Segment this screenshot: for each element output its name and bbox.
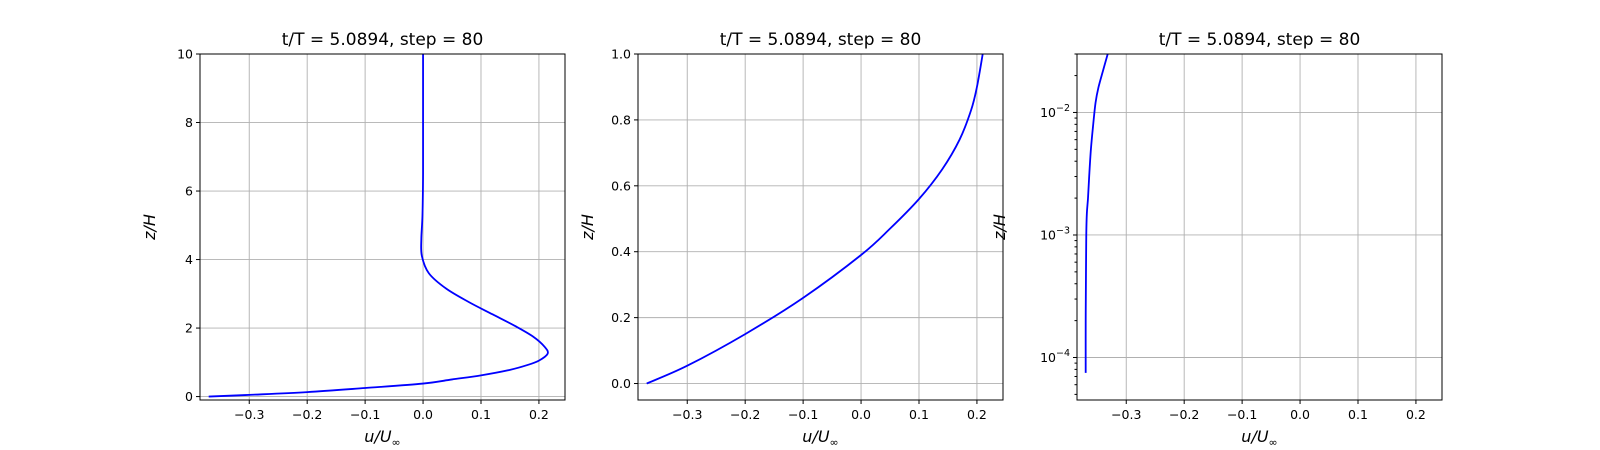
subplot-title: t/T = 5.0894, step = 80 <box>720 30 922 50</box>
axes-frame <box>199 53 566 401</box>
y-tick-label: 6 <box>185 184 193 199</box>
y-tick-label: 10−2 <box>1040 103 1070 120</box>
x-tick-label: 0.0 <box>413 407 433 422</box>
x-tick-label: 0.0 <box>851 407 871 422</box>
x-tick-label: −0.3 <box>234 407 264 422</box>
x-tick-label: −0.1 <box>350 407 380 422</box>
x-tick-label: 0.2 <box>529 407 549 422</box>
axes-frame <box>637 53 1004 401</box>
x-axis-label: u/U∞ <box>802 427 838 449</box>
x-tick-label: 0.1 <box>909 407 929 422</box>
y-tick-label: 0.2 <box>611 310 631 325</box>
y-tick-label: 0 <box>185 389 193 404</box>
y-tick-label: 0.0 <box>611 376 631 391</box>
x-tick-label: 0.2 <box>1406 407 1426 422</box>
subplot-title: t/T = 5.0894, step = 80 <box>282 30 484 50</box>
subplot-2: −0.3 −0.2 −0.1 0.0 0.1 0.2 0.0 0.2 0.4 0.6 0.8 1.0 t… <box>578 30 1004 449</box>
y-tick-label: 10 <box>177 47 193 62</box>
x-tick-label: −0.1 <box>1227 407 1257 422</box>
x-tick-label: −0.1 <box>788 407 818 422</box>
y-axis-label: z/H <box>578 214 597 241</box>
velocity-profile-line <box>1084 53 1109 373</box>
y-tick-label: 8 <box>185 115 193 130</box>
y-tick-label: 0.4 <box>611 244 631 259</box>
x-tick-label: −0.2 <box>730 407 760 422</box>
x-tick-label: −0.2 <box>292 407 322 422</box>
x-tick-label: 0.2 <box>967 407 987 422</box>
x-tick-label: −0.3 <box>672 407 702 422</box>
y-tick-label: 1.0 <box>611 47 631 62</box>
y-tick-label: 2 <box>185 321 193 336</box>
x-tick-label: −0.2 <box>1169 407 1199 422</box>
y-tick-label: 4 <box>185 252 193 267</box>
subplot-title: t/T = 5.0894, step = 80 <box>1159 30 1361 50</box>
axes-frame <box>1076 53 1443 401</box>
x-tick-label: 0.1 <box>471 407 491 422</box>
velocity-profile-line <box>208 54 549 398</box>
x-tick-label: 0.1 <box>1348 407 1368 422</box>
y-tick-label: 10−3 <box>1040 225 1070 242</box>
y-tick-label: 10−4 <box>1040 348 1070 365</box>
subplot-1: −0.3 −0.2 −0.1 0.0 0.1 0.2 0 2 4 6 8 10 t/T = 5.0894… <box>140 30 566 449</box>
x-tick-label: −0.3 <box>1111 407 1141 422</box>
y-axis-label: z/H <box>990 214 1009 241</box>
y-tick-label: 0.6 <box>611 178 631 193</box>
x-tick-label: 0.0 <box>1290 407 1310 422</box>
velocity-profile-line <box>646 53 984 385</box>
y-axis-label: z/H <box>140 214 159 241</box>
x-axis-label: u/U∞ <box>1241 427 1277 449</box>
y-tick-label: 0.8 <box>611 112 631 127</box>
subplot-3: −0.3 −0.2 −0.1 0.0 0.1 0.2 10−4 10−3 10−2 t/T = 5… <box>990 30 1443 449</box>
x-axis-label: u/U∞ <box>364 427 400 449</box>
